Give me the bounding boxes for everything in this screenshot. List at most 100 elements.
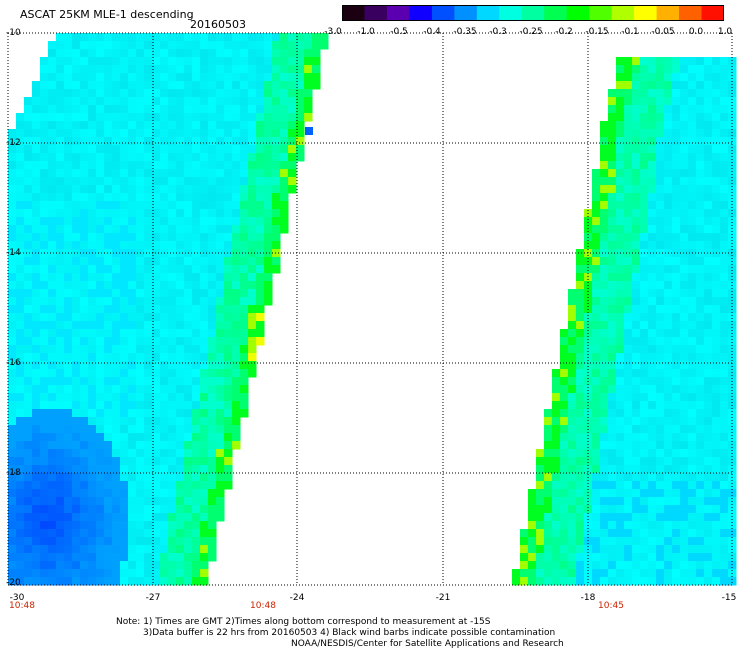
- swath-cell: [312, 65, 321, 74]
- swath-cell: [144, 145, 153, 154]
- swath-cell: [632, 193, 641, 202]
- swath-cell: [656, 377, 665, 386]
- swath-cell: [192, 81, 201, 90]
- swath-cell: [304, 33, 313, 42]
- swath-cell: [72, 577, 81, 586]
- swath-cell: [656, 225, 665, 234]
- swath-cell: [56, 121, 65, 130]
- swath-cell: [560, 465, 569, 474]
- swath-cell: [112, 233, 121, 242]
- swath-cell: [536, 553, 545, 562]
- swath-cell: [688, 281, 697, 290]
- swath-cell: [296, 33, 305, 42]
- swath-cell: [688, 265, 697, 274]
- swath-cell: [616, 129, 625, 138]
- swath-cell: [720, 289, 729, 298]
- swath-cell: [544, 433, 553, 442]
- swath-cell: [616, 473, 625, 482]
- swath-cell: [16, 489, 25, 498]
- swath-cell: [592, 377, 601, 386]
- swath-cell: [8, 561, 17, 570]
- swath-cell: [688, 129, 697, 138]
- swath-cell: [16, 145, 25, 154]
- swath-cell: [584, 537, 593, 546]
- swath-cell: [32, 321, 41, 330]
- swath-cell: [656, 217, 665, 226]
- swath-cell: [168, 257, 177, 266]
- swath-cell: [696, 545, 705, 554]
- swath-cell: [48, 553, 57, 562]
- swath-cell: [176, 161, 185, 170]
- swath-cell: [632, 457, 641, 466]
- swath-cell: [592, 273, 601, 282]
- swath-cell: [96, 553, 105, 562]
- swath-cell: [112, 89, 121, 98]
- swath-cell: [688, 105, 697, 114]
- swath-cell: [600, 441, 609, 450]
- swath-cell: [728, 529, 737, 538]
- swath-cell: [104, 441, 113, 450]
- swath-cell: [160, 289, 169, 298]
- swath-cell: [568, 401, 577, 410]
- swath-cell: [600, 425, 609, 434]
- swath-cell: [680, 569, 689, 578]
- swath-cell: [568, 561, 577, 570]
- swath-cell: [640, 305, 649, 314]
- swath-cell: [664, 521, 673, 530]
- swath-cell: [64, 225, 73, 234]
- swath-cell: [80, 201, 89, 210]
- swath-cell: [216, 417, 225, 426]
- swath-cell: [136, 489, 145, 498]
- swath-cell: [80, 81, 89, 90]
- swath-cell: [288, 97, 297, 106]
- swath-cell: [32, 361, 41, 370]
- swath-cell: [712, 297, 721, 306]
- swath-cell: [624, 449, 633, 458]
- swath-cell: [648, 129, 657, 138]
- swath-cell: [144, 249, 153, 258]
- swath-cell: [200, 385, 209, 394]
- swath-cell: [608, 313, 617, 322]
- swath-cell: [80, 369, 89, 378]
- swath-cell: [136, 153, 145, 162]
- swath-cell: [112, 49, 121, 58]
- swath-cell: [264, 73, 273, 82]
- swath-cell: [672, 465, 681, 474]
- swath-cell: [544, 425, 553, 434]
- swath-cell: [120, 449, 129, 458]
- swath-cell: [176, 401, 185, 410]
- swath-cell: [704, 57, 713, 66]
- swath-cell: [696, 89, 705, 98]
- swath-cell: [528, 521, 537, 530]
- swath-cell: [56, 577, 65, 586]
- swath-cell: [720, 145, 729, 154]
- swath-cell: [200, 65, 209, 74]
- swath-cell: [176, 337, 185, 346]
- swath-cell: [664, 353, 673, 362]
- swath-cell: [272, 153, 281, 162]
- swath-cell: [584, 273, 593, 282]
- swath-cell: [128, 337, 137, 346]
- swath-cell: [560, 553, 569, 562]
- swath-cell: [208, 161, 217, 170]
- swath-cell: [624, 89, 633, 98]
- swath-cell: [32, 545, 41, 554]
- swath-cell: [688, 353, 697, 362]
- swath-cell: [120, 89, 129, 98]
- swath-cell: [592, 505, 601, 514]
- swath-cell: [80, 385, 89, 394]
- swath-cell: [288, 33, 297, 42]
- swath-cell: [720, 201, 729, 210]
- swath-cell: [48, 377, 57, 386]
- swath-cell: [152, 329, 161, 338]
- y-tick-label: -16: [6, 358, 21, 368]
- swath-cell: [272, 105, 281, 114]
- swath-cell: [696, 281, 705, 290]
- swath-cell: [144, 265, 153, 274]
- swath-cell: [72, 129, 81, 138]
- swath-cell: [72, 281, 81, 290]
- swath-cell: [112, 569, 121, 578]
- swath-cell: [568, 497, 577, 506]
- swath-cell: [208, 489, 217, 498]
- swath-cell: [640, 233, 649, 242]
